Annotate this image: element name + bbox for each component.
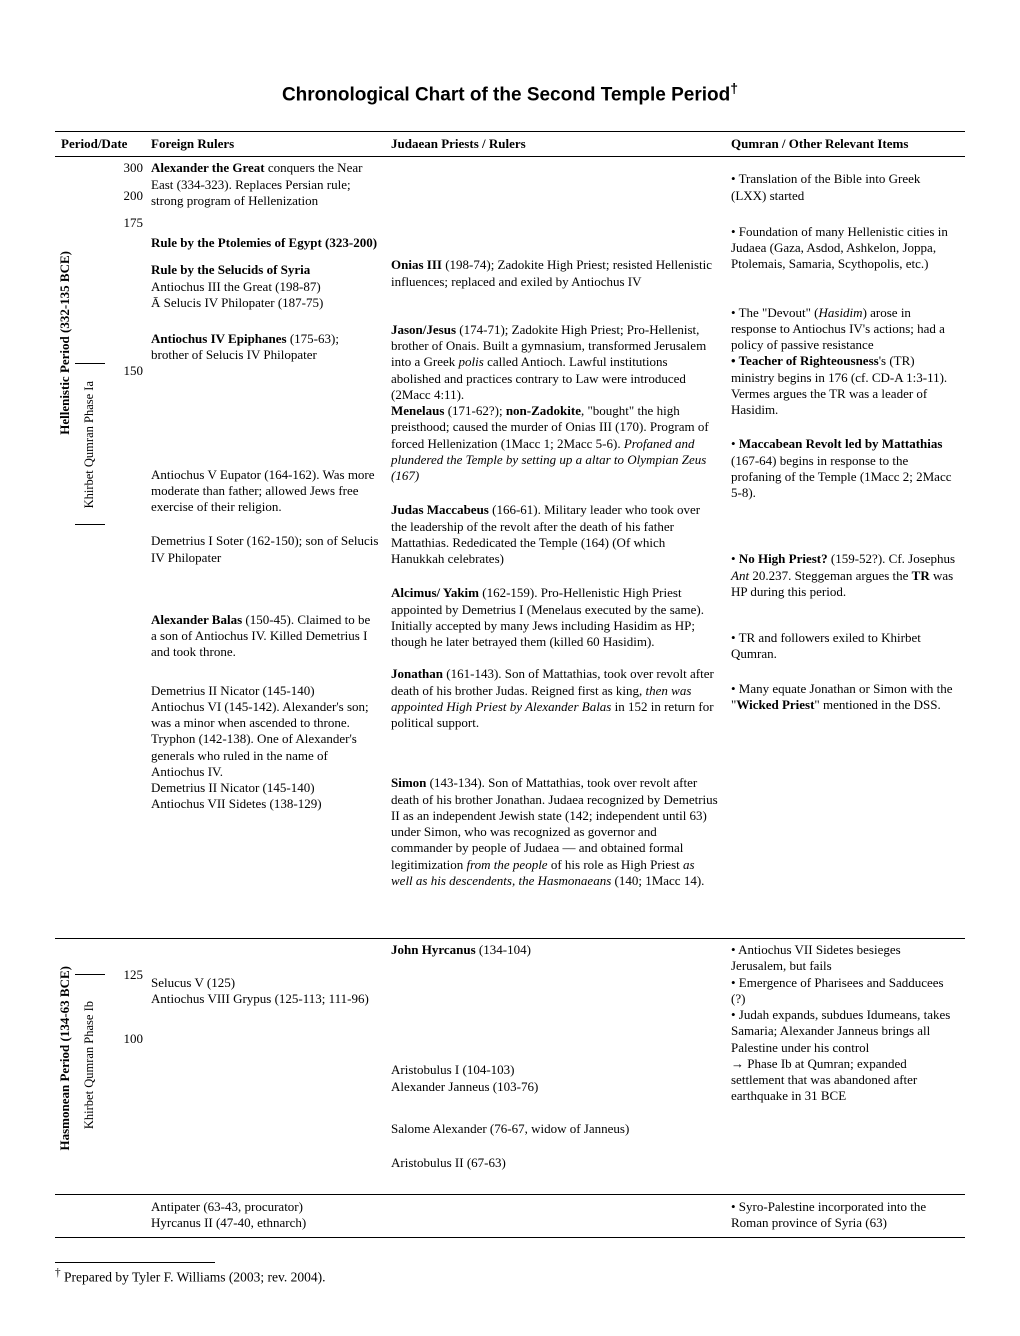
foreign-selucus5-antiochus8: Selucus V (125) Antiochus VIII Grypus (1… <box>145 972 385 1016</box>
foreign-demetrius1: Demetrius I Soter (162-150); son of Selu… <box>145 523 385 574</box>
judaean-onias3: Onias III (198-74); Zadokite High Priest… <box>385 254 725 298</box>
date-125: 125 <box>105 939 145 991</box>
qumran-phase-ia-label: Khirbet Qumran Phase Ia <box>82 377 98 512</box>
qumran-phase-ib-label: Khirbet Qumran Phase Ib <box>82 997 98 1133</box>
date-100: 100 <box>105 991 145 1055</box>
judaean-john-hyrcanus: John Hyrcanus (134-104) <box>385 939 725 966</box>
foreign-antiochus4: Antiochus IV Epiphanes (175-63); brother… <box>145 319 385 372</box>
judaean-salome: Salome Alexander (76-67, widow of Janneu… <box>385 1103 725 1145</box>
qumran-cities: • Foundation of many Hellenistic cities … <box>725 212 965 281</box>
chronological-chart: Period/Date Foreign Rulers Judaean Pries… <box>55 131 965 1238</box>
qumran-maccabean: • Maccabean Revolt led by Mattathias (16… <box>725 426 965 509</box>
qumran-hasmonean-items: • Antiochus VII Sidetes besieges Jerusal… <box>725 939 965 1113</box>
qumran-wicked: • Many equate Jonathan or Simon with the… <box>725 671 965 722</box>
judaean-jonathan: Jonathan (161-143). Son of Mattathias, t… <box>385 658 725 739</box>
date-200: 200 <box>105 185 145 212</box>
judaean-jason-menelaus: Jason/Jesus (174-71); Zadokite High Prie… <box>385 298 725 493</box>
period-hellenistic-label: Hellenistic Period (332-135 BCE) <box>57 247 73 439</box>
judaean-simon: Simon (143-134). Son of Mattathias, took… <box>385 739 725 897</box>
foreign-alex-balas: Alexander Balas (150-45). Claimed to be … <box>145 574 385 669</box>
judaean-alcimus: Alcimus/ Yakim (162-159). Pro-Hellenisti… <box>385 575 725 658</box>
row-hasmonean: Hasmonean Period (134-63 BCE) Khirbet Qu… <box>55 939 965 1195</box>
foreign-late-selucids: Demetrius II Nicator (145-140) Antiochus… <box>145 669 385 821</box>
date-150: 150 <box>105 360 145 387</box>
period-hasmonean-label: Hasmonean Period (134-63 BCE) <box>57 962 73 1155</box>
col-judaean: Judaean Priests / Rulers <box>385 132 725 157</box>
qumran-exile: • TR and followers exiled to Khirbet Qum… <box>725 608 965 671</box>
qumran-syro: • Syro-Palestine incorporated into the R… <box>725 1195 965 1238</box>
table-header-row: Period/Date Foreign Rulers Judaean Pries… <box>55 132 965 157</box>
foreign-antipater-hyrcanus: Antipater (63-43, procurator) Hyrcanus I… <box>145 1195 385 1238</box>
foreign-selucids: Rule by the Selucids of Syria Antiochus … <box>145 259 385 319</box>
row-roman-start: Antipater (63-43, procurator) Hyrcanus I… <box>55 1194 965 1238</box>
col-period: Period/Date <box>55 132 145 157</box>
judaean-aristobulus2: Aristobulus II (67-63) <box>385 1145 725 1187</box>
qumran-nohp: • No High Priest? (159-52?). Cf. Josephu… <box>725 509 965 608</box>
col-qumran: Qumran / Other Relevant Items <box>725 132 965 157</box>
row-hellenistic: Hellenistic Period (332-135 BCE) 300 200… <box>55 157 965 939</box>
foreign-ptolemies: Rule by the Ptolemies of Egypt (323-200) <box>145 217 385 259</box>
judaean-aristobulus1-janneus: Aristobulus I (104-103) Alexander Janneu… <box>385 1059 725 1103</box>
judaean-judas: Judas Maccabeus (166-61). Military leade… <box>385 492 725 575</box>
foreign-alexander-great: Alexander the Great conquers the Near Ea… <box>145 157 385 217</box>
col-foreign: Foreign Rulers <box>145 132 385 157</box>
page-title: Chronological Chart of the Second Temple… <box>55 80 965 106</box>
foreign-antiochus5: Antiochus V Eupator (164-162). Was more … <box>145 372 385 524</box>
date-175: 175 <box>105 212 145 239</box>
date-300: 300 <box>105 157 145 184</box>
footnote: † Prepared by Tyler F. Williams (2003; r… <box>55 1267 965 1286</box>
qumran-lxx: • Translation of the Bible into Greek (L… <box>725 157 965 212</box>
qumran-hasidim-tr: • The "Devout" (Hasidim) arose in respon… <box>725 281 965 427</box>
footnote-rule <box>55 1262 215 1263</box>
